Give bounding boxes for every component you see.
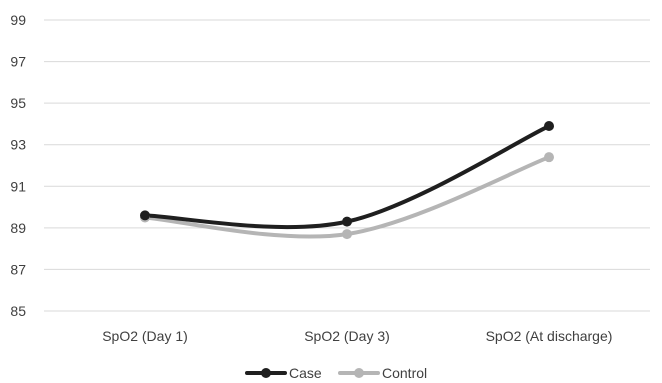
legend: Case Control (245, 365, 427, 381)
data-point-case (140, 210, 150, 221)
x-axis-categories: SpO2 (Day 1) SpO2 (Day 3) SpO2 (At dischar… (102, 328, 612, 344)
data-point-control (544, 152, 554, 163)
legend-marker-control (354, 368, 364, 378)
y-tick-label: 95 (10, 95, 26, 111)
y-tick-label: 85 (10, 303, 26, 319)
data-point-case (342, 216, 352, 227)
legend-label-case: Case (289, 365, 322, 381)
series-points (140, 121, 554, 240)
y-tick-label: 93 (10, 137, 26, 153)
legend-marker-case (261, 368, 271, 378)
x-category-label: SpO2 (Day 1) (102, 328, 188, 344)
y-axis-ticks: 85 87 89 91 93 95 97 99 (10, 12, 26, 319)
legend-label-control: Control (382, 365, 427, 381)
y-tick-label: 89 (10, 220, 26, 236)
x-category-label: SpO2 (At discharge) (486, 328, 613, 344)
y-tick-label: 99 (10, 12, 26, 28)
gridlines (44, 19, 650, 312)
x-category-label: SpO2 (Day 3) (304, 328, 390, 344)
y-tick-label: 87 (10, 261, 26, 277)
series-line-case (143, 124, 551, 230)
data-point-case (544, 121, 554, 132)
data-point-control (342, 229, 352, 240)
y-tick-label: 97 (10, 54, 26, 70)
y-tick-label: 91 (10, 178, 26, 194)
